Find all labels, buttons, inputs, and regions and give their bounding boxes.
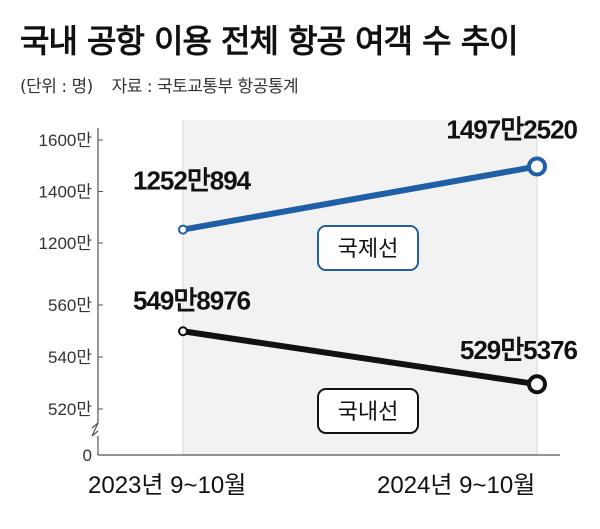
y-tick-label: 0	[83, 446, 92, 465]
series-line-international	[180, 163, 540, 233]
y-tick-label: 1200만	[39, 234, 93, 253]
data-point-international	[527, 156, 547, 177]
x-tick-label: 2023년 9~10월	[88, 472, 246, 499]
series-label-box-domestic	[317, 388, 419, 434]
data-label: 549만8976	[133, 285, 251, 315]
source-note: 자료 : 국토교통부 항공통계	[111, 77, 299, 97]
data-label: 529만5376	[460, 335, 578, 365]
data-point-domestic	[527, 374, 547, 395]
x-tick-label: 2024년 9~10월	[377, 472, 535, 499]
data-label: 1252만894	[133, 166, 252, 196]
series-label-international: 국제선	[338, 237, 399, 262]
chart-subtitle: (단위 : 명) 자료 : 국토교통부 항공통계	[20, 72, 312, 97]
y-tick-label: 560만	[48, 296, 92, 315]
y-tick-label: 1400만	[39, 183, 93, 202]
y-tick-label: 520만	[48, 400, 92, 419]
series-label-domestic: 국내선	[338, 400, 399, 425]
unit-note: (단위 : 명)	[20, 77, 93, 97]
data-point-international	[178, 224, 188, 235]
data-point-domestic	[178, 326, 188, 337]
y-tick-label: 1600만	[39, 131, 93, 150]
axis-break-mark	[91, 422, 99, 437]
series-label-box-international	[317, 225, 419, 271]
y-tick-label: 540만	[48, 348, 92, 367]
chart-title: 국내 공항 이용 전체 항공 여객 수 추이	[20, 22, 519, 60]
series-line-domestic	[180, 328, 540, 388]
data-label: 1497만2520	[446, 114, 577, 144]
